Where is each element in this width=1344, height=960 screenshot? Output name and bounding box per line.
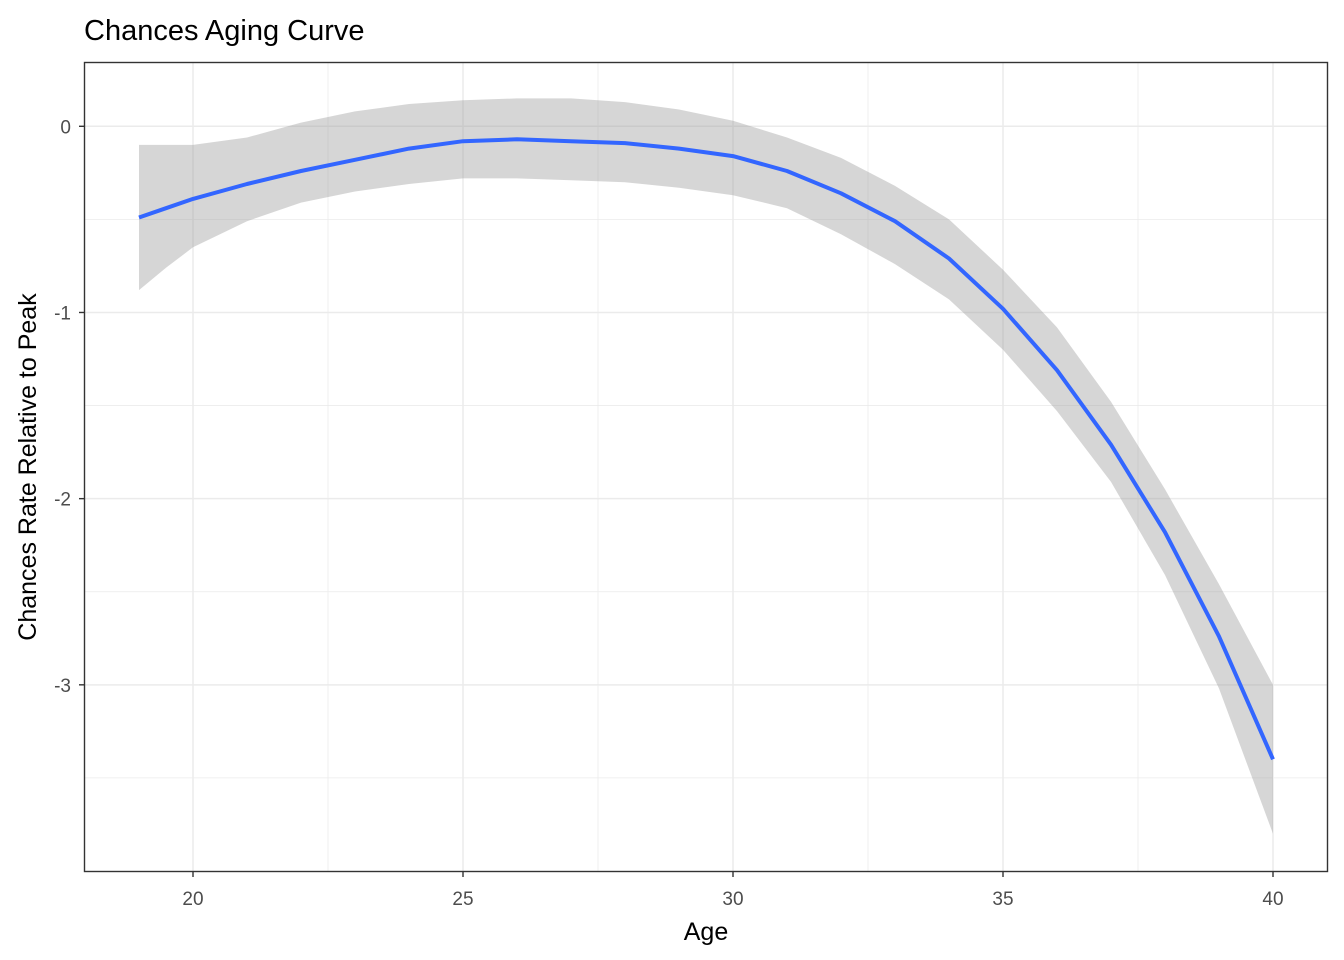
- confidence-ribbon: [139, 98, 1273, 834]
- x-tick-label: 25: [452, 889, 473, 910]
- y-axis: 0 -1 -2 -3: [54, 117, 85, 697]
- y-tick-label: -1: [54, 303, 71, 324]
- x-axis-title: Age: [684, 918, 728, 946]
- panel-border: [83, 61, 1329, 873]
- y-tick-label: -2: [54, 490, 71, 511]
- y-tick-label: 0: [60, 117, 71, 138]
- chart-title: Chances Aging Curve: [84, 15, 365, 47]
- x-tick-label: 40: [1262, 889, 1283, 910]
- x-tick-label: 30: [722, 889, 743, 910]
- x-tick-label: 35: [992, 889, 1013, 910]
- minor-gridlines: [85, 63, 1327, 871]
- x-tick-label: 20: [182, 889, 203, 910]
- y-tick-label: -3: [54, 676, 71, 697]
- y-axis-title: Chances Rate Relative to Peak: [14, 293, 42, 641]
- x-axis: 20 25 30 35 40: [182, 871, 1284, 910]
- smoothed-line: [138, 137, 1275, 761]
